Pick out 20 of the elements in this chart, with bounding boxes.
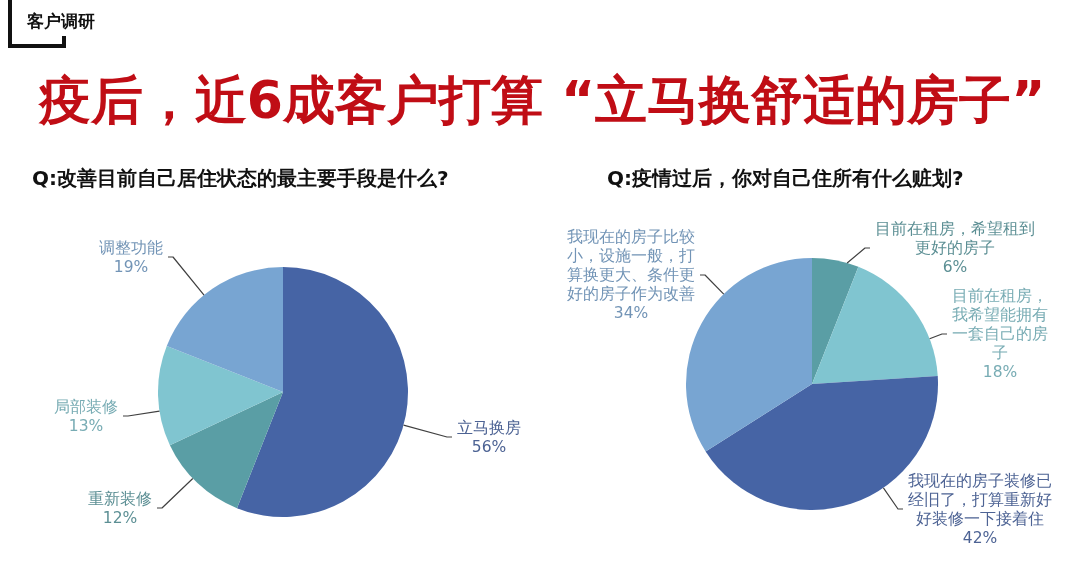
data-label: 6% [942, 258, 968, 276]
text: 疫后，近6成客户打算 “立马换舒适的房子” [37, 70, 1046, 130]
slice-label: 我现在的房子装修已经旧了，打算重新好好装修一下接着住 [908, 471, 1052, 528]
slice-label: 重新装修 [88, 489, 152, 508]
data-label: 12% [102, 508, 138, 527]
slice-label: 我现在的房子比较小，设施一般，打算换更大、条件更好的房子作为改善 [567, 228, 695, 303]
slice-label: 目前在租房，我希望能拥有一套自己的房子 [952, 287, 1048, 362]
chart-title: Q:疫情过后，你对自己住所有什么赃划? [607, 166, 964, 190]
chart-title: Q:改善目前自己居住状态的最主要手段是什么? [32, 166, 449, 190]
data-label: 13% [68, 416, 104, 435]
text: 客户调研 [26, 11, 95, 31]
data-label: 42% [962, 528, 998, 547]
slice-label: 局部装修 [54, 397, 118, 416]
data-label: 18% [982, 363, 1018, 381]
slice-label: 调整功能 [99, 238, 163, 257]
data-label: 56% [471, 437, 507, 456]
slice-label: 立马换房 [457, 418, 521, 437]
slice-label: 目前在租房，希望租到更好的房子 [875, 220, 1035, 257]
data-label: 34% [613, 304, 649, 322]
data-label: 19% [113, 257, 149, 276]
